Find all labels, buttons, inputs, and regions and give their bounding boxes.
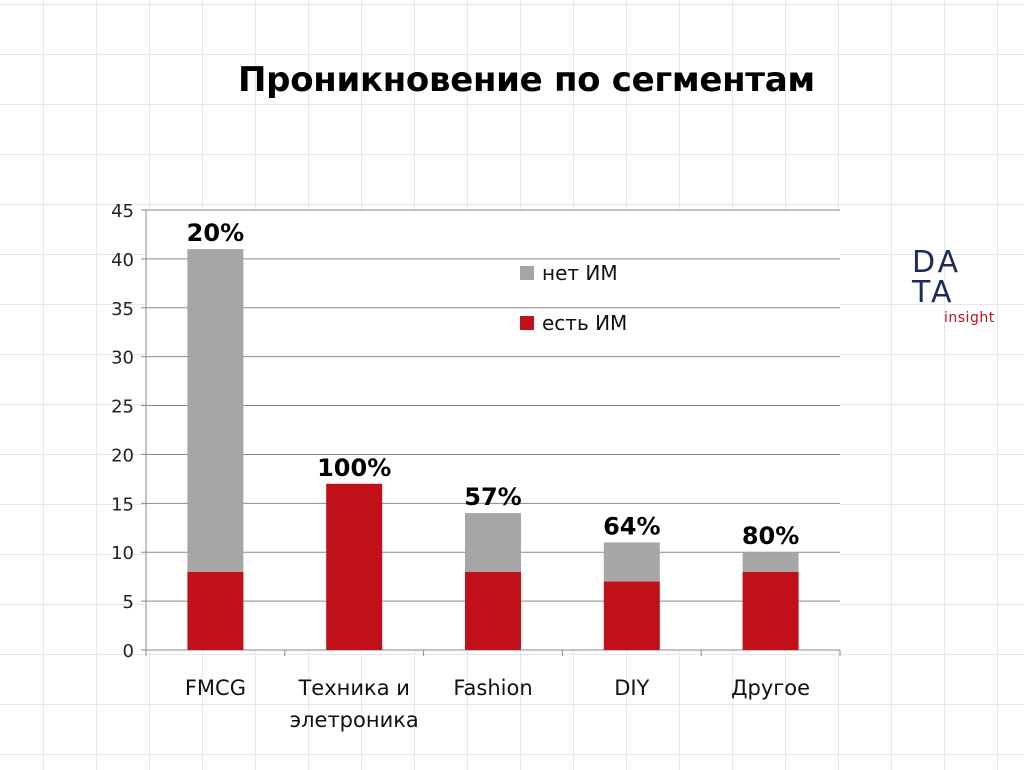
y-tick-label: 10 (111, 543, 134, 564)
category-label: элетроника (290, 708, 419, 732)
data-label: 20% (187, 219, 244, 247)
y-tick-label: 35 (111, 299, 134, 320)
data-label: 57% (464, 483, 521, 511)
y-tick-label: 20 (111, 445, 134, 466)
legend-label: есть ИМ (542, 311, 627, 335)
y-tick-label: 30 (111, 348, 134, 369)
category-label: Техника и (297, 676, 409, 700)
category-label: Fashion (453, 676, 532, 700)
y-tick-label: 5 (123, 592, 134, 613)
logo-line-1: DA (912, 245, 962, 280)
data-insight-logo: DA TA insight (912, 248, 1012, 332)
category-label: DIY (614, 676, 649, 700)
bar-est-im (603, 581, 660, 650)
legend-swatch (520, 316, 534, 330)
bar-est-im (326, 483, 383, 650)
logo-tagline: insight (944, 310, 995, 326)
slide-title: Проникновение по сегментам (238, 60, 815, 100)
data-label: 100% (317, 454, 391, 482)
y-tick-label: 45 (111, 201, 134, 222)
data-label: 80% (742, 522, 799, 550)
bar-net-im (742, 552, 799, 572)
bar-net-im (603, 542, 660, 582)
bar-est-im (742, 571, 799, 650)
y-tick-label: 40 (111, 250, 134, 271)
category-label: Другое (731, 676, 810, 700)
data-label: 64% (603, 512, 660, 540)
bar-net-im (465, 513, 521, 572)
bar-net-im (187, 249, 244, 572)
category-label: FMCG (185, 676, 246, 700)
legend-label: нет ИМ (542, 261, 618, 285)
bar-est-im (465, 571, 521, 650)
y-tick-label: 0 (123, 641, 134, 662)
logo-line-2: TA (912, 275, 955, 310)
bar-est-im (187, 571, 244, 650)
y-tick-label: 25 (111, 397, 134, 418)
y-tick-label: 15 (111, 494, 134, 515)
legend-swatch (520, 266, 534, 280)
